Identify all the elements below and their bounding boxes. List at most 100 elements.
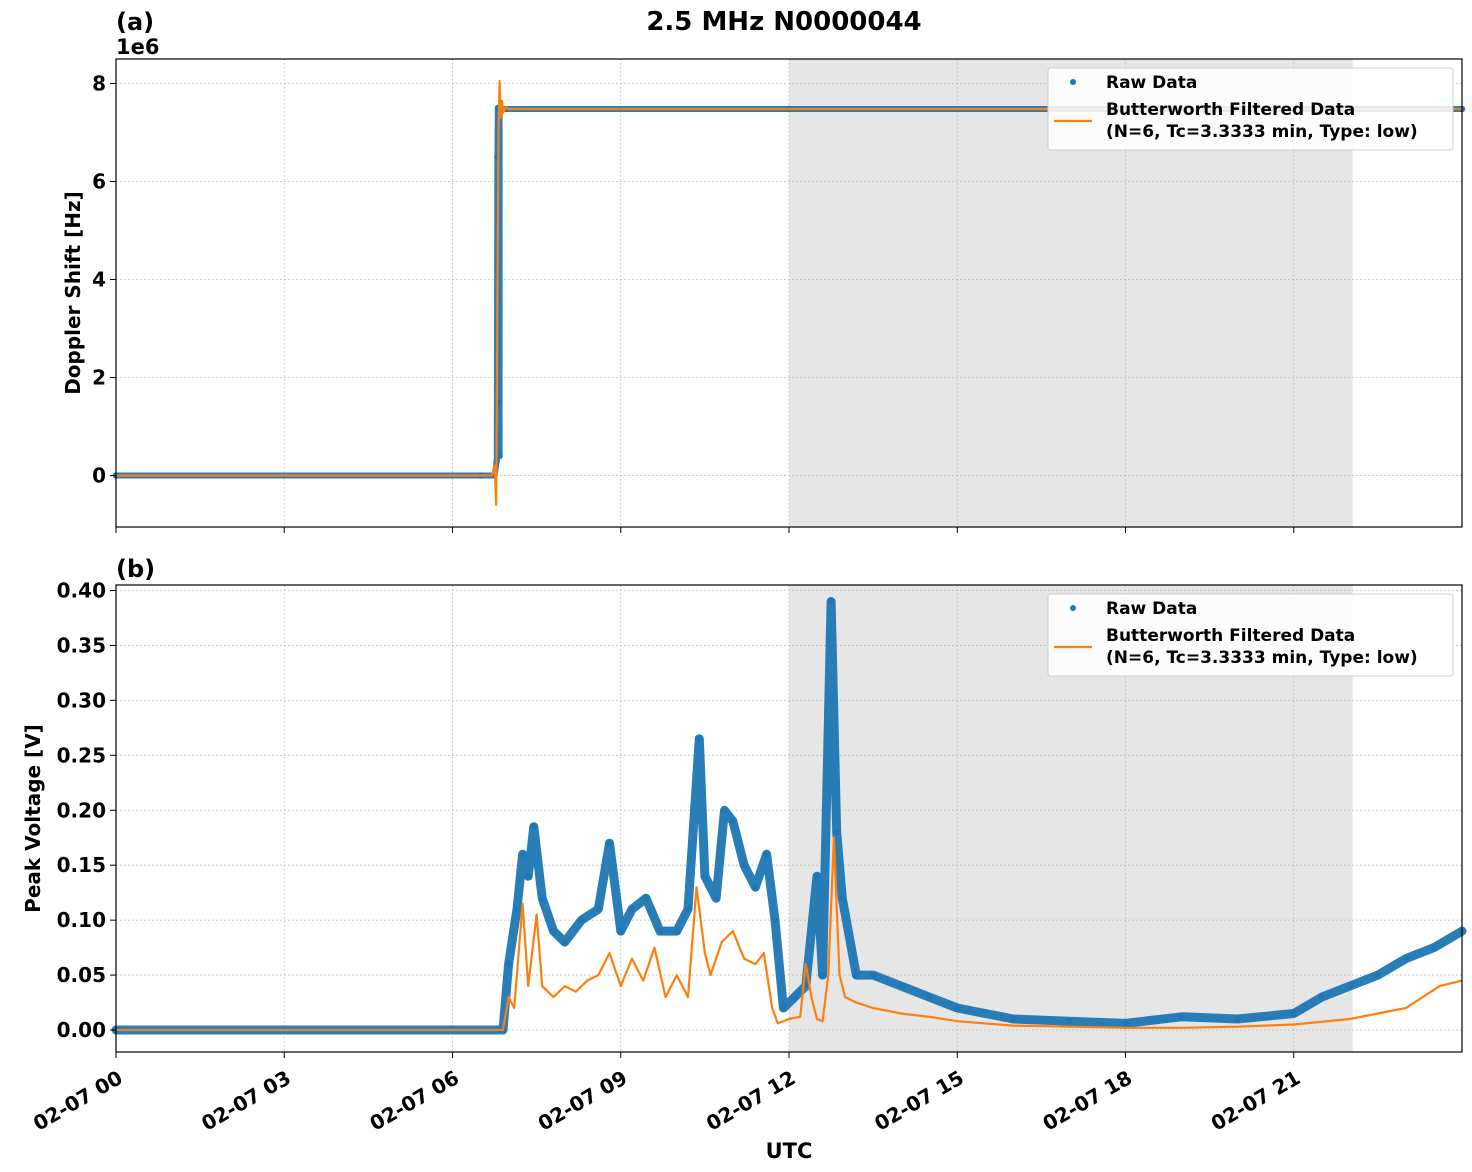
panel-a-x-ticks — [115, 527, 1295, 533]
raw-data-point — [712, 894, 720, 902]
raw-data-point — [561, 938, 568, 946]
raw-data-point — [771, 916, 779, 924]
y-tick-label: 0.10 — [57, 908, 106, 932]
raw-data-point — [701, 872, 709, 880]
raw-data-point — [642, 894, 650, 902]
filtered-data-line — [116, 836, 1463, 1032]
panel-a-label: (a) — [116, 8, 154, 36]
raw-data-point — [1066, 1018, 1073, 1025]
raw-data-point — [833, 829, 840, 836]
raw-data-point — [595, 905, 602, 913]
raw-data-point — [954, 1004, 961, 1012]
legend-filtered-label-line1: Butterworth Filtered Data — [1106, 100, 1355, 120]
raw-data-point — [729, 818, 737, 825]
raw-data-point — [606, 840, 613, 847]
raw-data-point — [1318, 993, 1325, 1001]
raw-data-point — [656, 927, 664, 935]
raw-data-point — [827, 598, 835, 605]
legend-raw-label: Raw Data — [1106, 73, 1197, 93]
x-tick-label: 02-07 18 — [1038, 1065, 1136, 1135]
raw-data-point — [505, 960, 512, 968]
raw-data-point — [673, 927, 681, 935]
raw-data-point — [791, 993, 798, 1001]
panel-a-offset-label: 1e6 — [116, 35, 159, 59]
panel-b-peak-voltage: (b) 0.00 0.05 0.10 0.15 0.20 0.25 0.30 0.35 0.40… — [21, 555, 1467, 1136]
raw-data-point — [1122, 1020, 1129, 1027]
panel-b-legend: Raw Data Butterworth Filtered Data (N=6,… — [1047, 593, 1454, 677]
panel-b-y-ticks: 0.00 0.05 0.10 0.15 0.20 0.25 0.30 0.35 0.40 — [57, 578, 116, 1042]
panel-a-y-axis-label: Doppler Shift [Hz] — [61, 191, 85, 395]
panel-b-raw-series — [111, 597, 1467, 1035]
raw-data-point — [763, 851, 770, 858]
y-tick-label: 0.20 — [57, 798, 106, 822]
raw-data-point — [530, 823, 538, 830]
raw-data-point — [752, 883, 759, 891]
legend-box — [1047, 593, 1454, 677]
y-tick-label: 6 — [92, 170, 106, 194]
panel-b-x-ticks: 02-07 00 02-07 03 02-07 06 02-07 09 02-07 12… — [29, 1052, 1304, 1136]
legend-raw-label: Raw Data — [1106, 599, 1197, 619]
raw-data-point — [696, 735, 703, 743]
y-tick-label: 0.05 — [57, 963, 106, 987]
x-tick-label: 02-07 06 — [365, 1065, 463, 1135]
raw-data-point — [897, 982, 905, 990]
legend-filtered-label-line2: (N=6, Tc=3.3333 min, Type: low) — [1106, 648, 1418, 668]
y-tick-label: 0.35 — [57, 633, 106, 657]
filtered-data-line — [116, 80, 1462, 506]
raw-data-point — [684, 905, 692, 913]
panel-a-filtered-series — [116, 80, 1462, 506]
legend-filtered-label-line1: Butterworth Filtered Data — [1106, 626, 1355, 646]
panel-a-doppler: (a) 1e6 0 2 4 6 8 Doppler Shift [Hz] Raw Dat… — [61, 8, 1466, 533]
y-tick-label: 4 — [92, 268, 106, 292]
panel-b-y-axis-label: Peak Voltage [V] — [21, 724, 45, 913]
raw-data-point — [1346, 982, 1354, 990]
raw-data-point — [853, 971, 860, 979]
raw-data-point — [1010, 1015, 1017, 1023]
legend-raw-marker — [1070, 605, 1076, 611]
raw-data-point — [519, 851, 526, 858]
legend-box — [1047, 67, 1454, 151]
raw-data-point — [721, 807, 728, 814]
y-tick-label: 8 — [92, 72, 106, 96]
y-tick-label: 0.15 — [57, 853, 106, 877]
raw-data-point — [869, 971, 877, 979]
x-tick-label: 02-07 21 — [1207, 1065, 1305, 1135]
figure-title: 2.5 MHz N0000044 — [646, 7, 921, 37]
y-tick-label: 0.00 — [57, 1018, 106, 1042]
raw-data-point — [1234, 1015, 1241, 1023]
raw-data-point — [513, 905, 521, 913]
x-tick-label: 02-07 12 — [702, 1065, 800, 1135]
raw-data-point — [780, 1004, 787, 1012]
raw-data-point — [839, 894, 846, 902]
raw-data-point — [1402, 955, 1410, 962]
raw-data-point — [819, 971, 826, 979]
panel-a-y-ticks: 0 2 4 6 8 — [92, 72, 116, 488]
y-tick-label: 2 — [92, 366, 106, 390]
x-tick-label: 02-07 00 — [29, 1065, 127, 1135]
raw-data-point — [1290, 1010, 1297, 1017]
panel-a-legend: Raw Data Butterworth Filtered Data (N=6,… — [1047, 67, 1454, 151]
raw-data-point — [578, 916, 585, 924]
raw-data-point — [628, 905, 636, 913]
panel-b-filtered-series — [116, 836, 1463, 1032]
x-tick-label: 02-07 03 — [197, 1065, 295, 1135]
y-tick-label: 0.25 — [57, 743, 106, 767]
raw-data-point — [740, 862, 748, 869]
legend-filtered-label-line2: (N=6, Tc=3.3333 min, Type: low) — [1106, 122, 1418, 142]
raw-data-point — [539, 894, 546, 902]
legend-raw-marker — [1070, 79, 1076, 85]
raw-data-point — [617, 927, 624, 935]
x-axis-label: UTC — [766, 1139, 813, 1163]
raw-data-point — [1430, 944, 1438, 951]
raw-data-point — [496, 452, 503, 460]
raw-data-point — [1374, 971, 1382, 979]
x-tick-label: 02-07 09 — [534, 1065, 632, 1135]
x-tick-label: 02-07 15 — [870, 1065, 968, 1135]
y-tick-label: 0.40 — [57, 578, 106, 602]
raw-data-point — [813, 872, 821, 880]
y-tick-label: 0.30 — [57, 688, 106, 712]
raw-data-point — [926, 993, 933, 1001]
panel-b-label: (b) — [116, 555, 155, 583]
raw-data-point — [1178, 1013, 1185, 1021]
